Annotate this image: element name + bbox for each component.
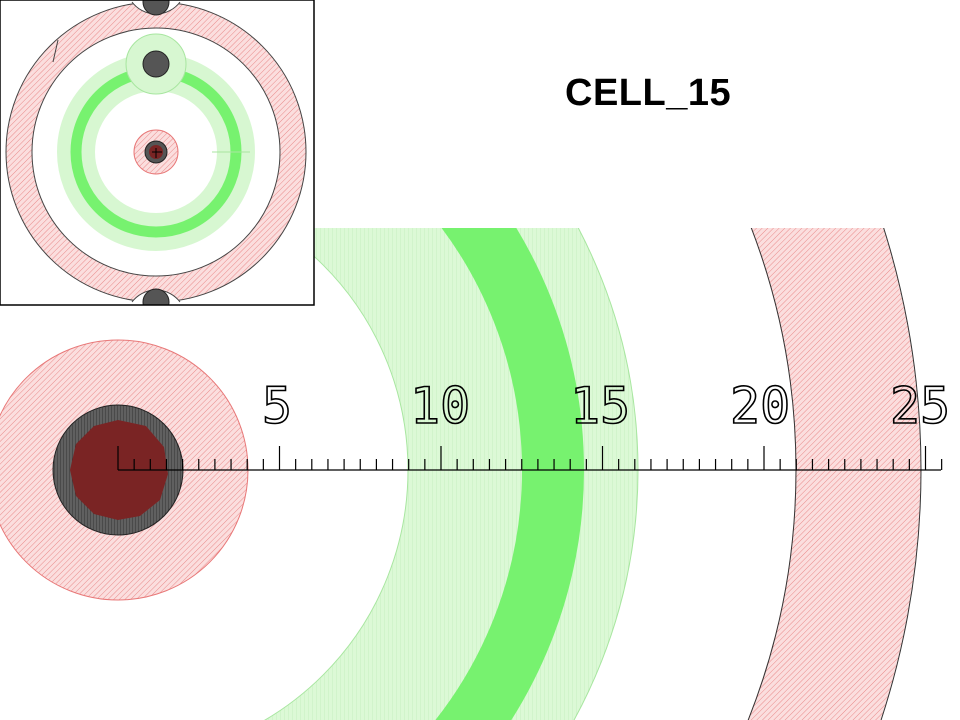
- inset-green-via: [142, 50, 170, 78]
- inset-frame: [0, 0, 315, 306]
- ruler-labels: 5 10 15 20 25: [261, 376, 951, 436]
- overview-inset: [0, 0, 314, 305]
- ruler: [117, 446, 943, 471]
- inset-bottom-via: [142, 288, 170, 305]
- ruler-ticks: [117, 446, 943, 470]
- ruler-label-15: 15: [570, 377, 630, 435]
- ruler-label-10: 10: [410, 377, 470, 435]
- ruler-label-5: 5: [262, 377, 292, 435]
- ruler-label-25: 25: [890, 377, 950, 435]
- cell-title: CELL_15: [565, 72, 732, 114]
- ruler-label-20: 20: [730, 377, 790, 435]
- inset-top-via: [142, 0, 170, 16]
